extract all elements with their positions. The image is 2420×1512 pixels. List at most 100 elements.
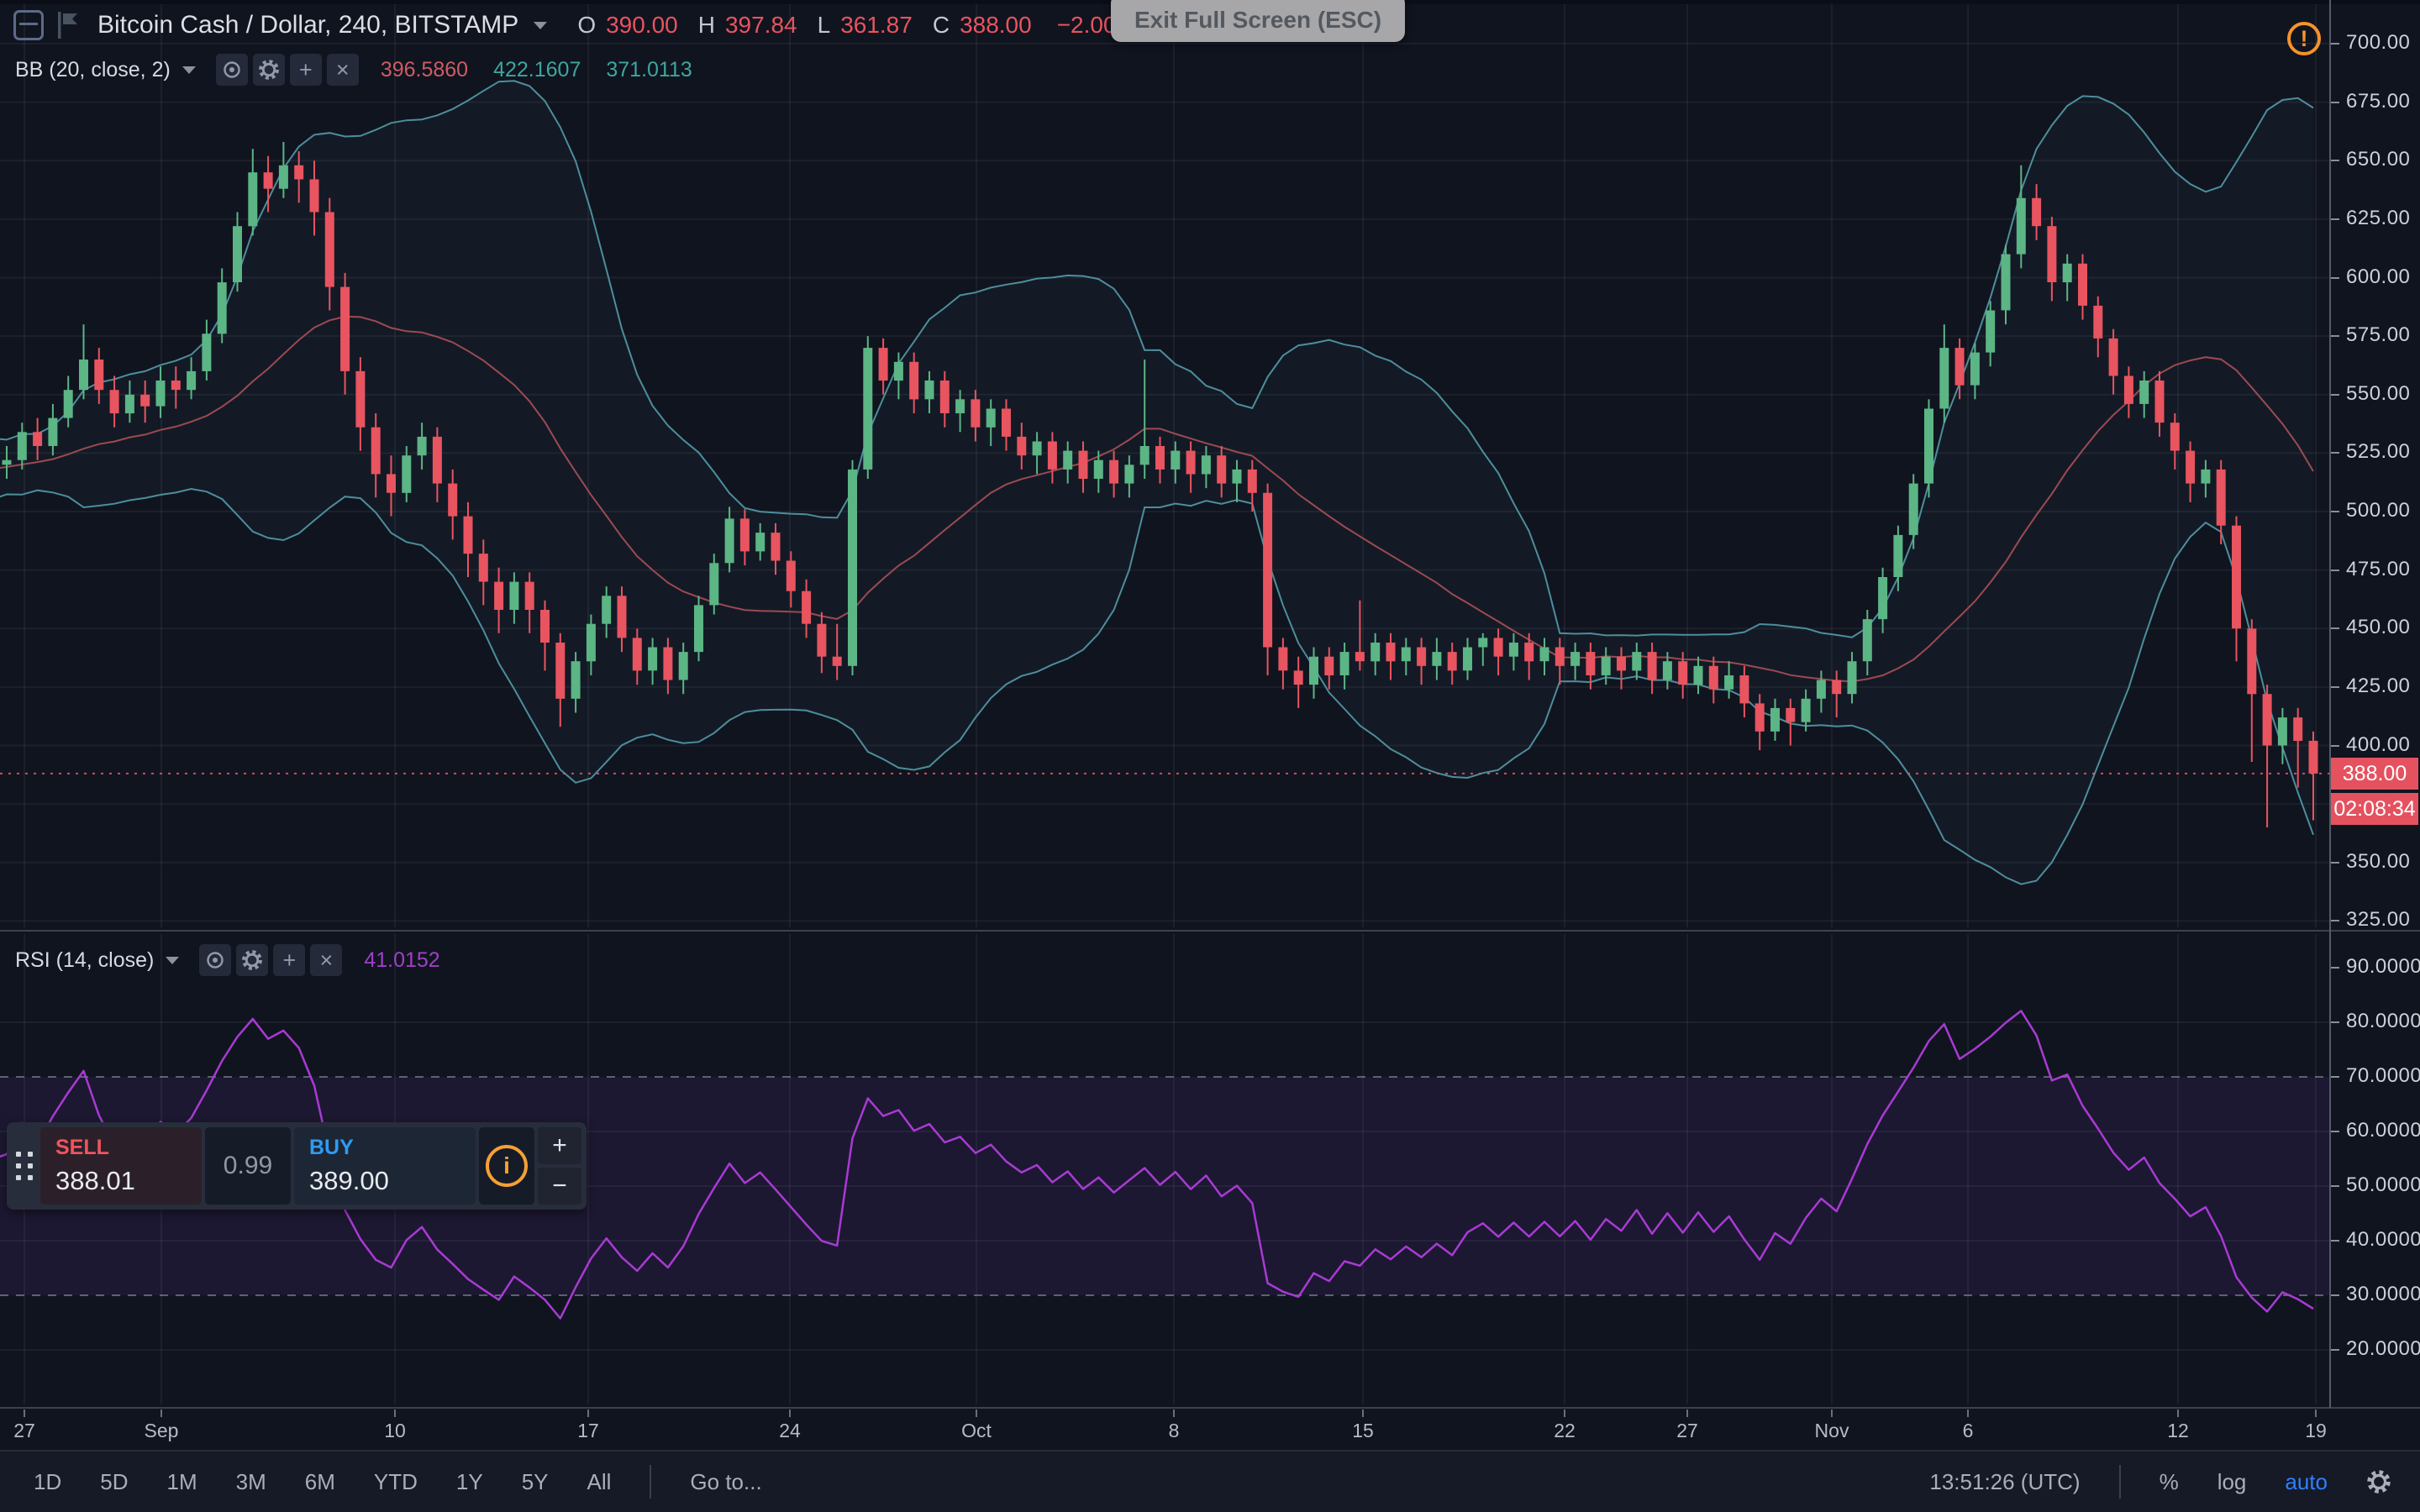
price-tick-label: 525.00 xyxy=(2346,440,2411,464)
price-tick-label: 600.00 xyxy=(2346,265,2411,288)
time-tick-mark xyxy=(2315,1410,2317,1417)
auto-scale-button[interactable]: auto xyxy=(2285,1468,2328,1494)
range-3m[interactable]: 3M xyxy=(235,1468,266,1494)
bb-indicator-label[interactable]: BB (20, close, 2) xyxy=(15,57,171,81)
gear-icon[interactable] xyxy=(2366,1469,2391,1494)
goto-button[interactable]: Go to... xyxy=(690,1468,762,1494)
warning-icon[interactable]: ! xyxy=(2287,22,2321,55)
close-value: 388.00 xyxy=(960,12,1032,38)
clock-readout[interactable]: 13:51:26 (UTC) xyxy=(1929,1468,2081,1494)
rsi-tick-label: 80.0000 xyxy=(2346,1010,2420,1032)
time-tick-label: 27 xyxy=(13,1420,35,1441)
time-tick-label: 12 xyxy=(2167,1420,2189,1441)
price-tick-mark xyxy=(2331,452,2339,454)
bb-lower-value: 371.0113 xyxy=(606,57,692,81)
flag-icon[interactable] xyxy=(55,10,81,40)
rsi-tick-mark xyxy=(2331,1076,2339,1078)
info-button[interactable]: i xyxy=(479,1127,534,1205)
range-all[interactable]: All xyxy=(587,1468,612,1494)
rsi-tick-label: 50.0000 xyxy=(2346,1173,2420,1196)
rsi-tick-mark xyxy=(2331,1185,2339,1187)
spread-value: 0.99 xyxy=(223,1152,273,1179)
decrease-button[interactable]: − xyxy=(538,1168,581,1205)
time-tick-label: 24 xyxy=(779,1420,801,1441)
range-5d[interactable]: 5D xyxy=(100,1468,129,1494)
price-tick-label: 400.00 xyxy=(2346,732,2411,756)
price-tick-mark xyxy=(2331,101,2339,103)
price-tick-mark xyxy=(2331,511,2339,512)
quantity-stepper: + − xyxy=(538,1127,581,1205)
drag-handle[interactable] xyxy=(12,1127,37,1205)
close-icon[interactable]: × xyxy=(310,944,343,976)
rsi-tick-label: 30.0000 xyxy=(2346,1283,2420,1305)
rsi-indicator-row: RSI (14, close) + × 41.0152 xyxy=(15,944,440,976)
range-ytd[interactable]: YTD xyxy=(373,1468,418,1494)
rsi-tick-mark xyxy=(2331,1349,2339,1351)
symbol-title[interactable]: Bitcoin Cash / Dollar, 240, BITSTAMP xyxy=(97,11,519,39)
plus-icon[interactable]: + xyxy=(273,944,306,976)
gear-icon[interactable] xyxy=(236,944,269,976)
time-tick-mark xyxy=(2177,1410,2179,1417)
rsi-value: 41.0152 xyxy=(364,948,440,972)
price-tick-label: 550.00 xyxy=(2346,381,2411,405)
time-tick-label: 6 xyxy=(1962,1420,1974,1441)
time-tick-label: 17 xyxy=(577,1420,599,1441)
price-tick-label: 700.00 xyxy=(2346,31,2411,54)
percent-scale-button[interactable]: % xyxy=(2159,1468,2179,1494)
sell-button[interactable]: SELL 388.01 xyxy=(40,1127,202,1205)
high-label: H xyxy=(697,12,715,38)
price-tick-mark xyxy=(2331,627,2339,630)
price-tick-mark xyxy=(2331,569,2339,571)
range-5y[interactable]: 5Y xyxy=(521,1468,549,1494)
bb-indicator-row: BB (20, close, 2) + × 396.5860 422.1607 … xyxy=(15,54,692,86)
price-axis-border xyxy=(2329,0,2331,1408)
time-tick-mark xyxy=(394,1410,396,1417)
chevron-down-icon[interactable] xyxy=(166,956,180,964)
plus-icon[interactable]: + xyxy=(289,54,322,86)
toolbar-divider xyxy=(2118,1465,2121,1499)
bb-basis-value: 396.5860 xyxy=(380,57,469,81)
price-tick-mark xyxy=(2331,920,2339,922)
time-tick-mark xyxy=(1564,1410,1565,1417)
increase-button[interactable]: + xyxy=(538,1127,581,1164)
price-axis[interactable]: 700.00 675.00 650.00 625.00 600.00 575.00 550.… xyxy=(2329,0,2420,1408)
rsi-indicator-label[interactable]: RSI (14, close) xyxy=(15,948,155,972)
price-tick-label: 450.00 xyxy=(2346,616,2411,639)
rsi-tick-mark xyxy=(2331,1021,2339,1023)
range-1m[interactable]: 1M xyxy=(166,1468,197,1494)
chevron-down-icon[interactable] xyxy=(534,21,548,29)
time-axis[interactable]: 27 Sep 10 17 24 Oct 8 15 22 27 Nov 6 12 19 xyxy=(0,1410,2420,1450)
high-value: 397.84 xyxy=(724,12,797,38)
rsi-axis[interactable]: 90.0000 80.0000 70.0000 60.0000 50.0000 40.00… xyxy=(2329,0,2420,1408)
open-value: 390.00 xyxy=(606,12,678,38)
range-1d[interactable]: 1D xyxy=(34,1468,62,1494)
time-tick-label: 22 xyxy=(1554,1420,1576,1441)
range-6m[interactable]: 6M xyxy=(304,1468,335,1494)
range-1y[interactable]: 1Y xyxy=(455,1468,483,1494)
gear-icon[interactable] xyxy=(252,54,285,86)
pane-separator[interactable] xyxy=(0,930,2420,932)
close-icon[interactable]: × xyxy=(326,54,359,86)
rsi-tick-mark xyxy=(2331,967,2339,969)
layout-panel-icon[interactable] xyxy=(13,10,44,40)
buy-button[interactable]: BUY 389.00 xyxy=(294,1127,476,1205)
bb-values: 396.5860 422.1607 371.0113 xyxy=(381,58,692,82)
price-tick-mark xyxy=(2331,160,2339,162)
chevron-down-icon[interactable] xyxy=(182,66,196,74)
price-tick-label: 650.00 xyxy=(2346,148,2411,171)
rsi-tick-label: 90.0000 xyxy=(2346,955,2420,978)
time-tick-mark xyxy=(1686,1410,1688,1417)
time-tick-mark xyxy=(1362,1410,1364,1417)
buy-label: BUY xyxy=(309,1136,354,1159)
eye-icon[interactable] xyxy=(215,54,248,86)
low-label: L xyxy=(817,12,831,38)
time-axis-separator xyxy=(0,1407,2420,1409)
time-tick-label: 8 xyxy=(1168,1420,1180,1441)
rsi-line-layer xyxy=(0,1010,2314,1320)
log-scale-button[interactable]: log xyxy=(2217,1468,2247,1494)
bar-countdown-badge: 02:08:34 xyxy=(2331,792,2418,825)
sell-label: SELL xyxy=(55,1136,109,1159)
rsi-tick-mark xyxy=(2331,1240,2339,1242)
eye-icon[interactable] xyxy=(199,944,232,976)
